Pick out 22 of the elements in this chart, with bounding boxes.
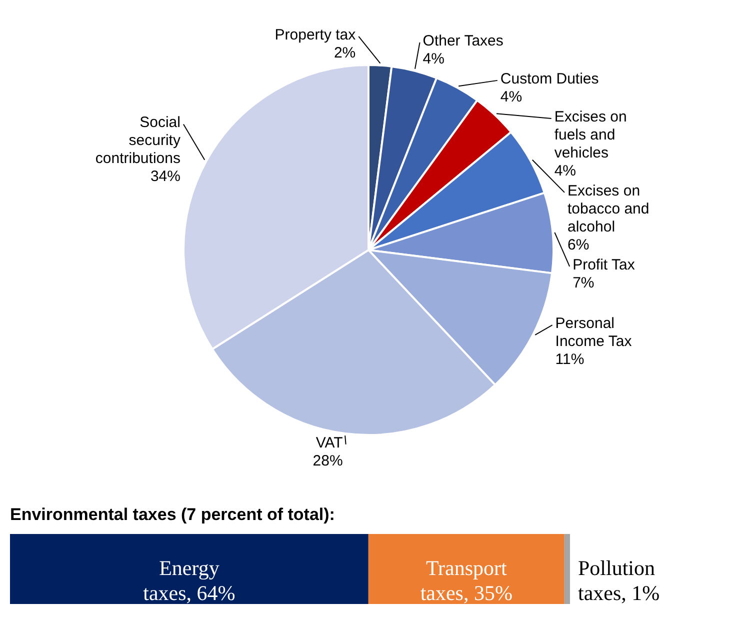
slice-label: Custom Duties xyxy=(500,70,599,88)
slice-label: Personal Income Tax xyxy=(555,315,632,350)
data-label: Pollution taxes, 1% xyxy=(578,556,660,605)
slice-label: Social security contributions xyxy=(95,114,181,168)
data-label: 6% xyxy=(568,236,590,254)
data-label: Transport taxes, 35% xyxy=(420,556,512,605)
data-label: 7% xyxy=(572,274,594,292)
data-label: Energy taxes, 64% xyxy=(143,556,236,605)
data-label: 28% xyxy=(312,452,343,470)
data-label: 34% xyxy=(150,168,180,186)
data-label: 4% xyxy=(554,162,576,180)
slice-label: Excises on tobacco and alcohol xyxy=(568,182,650,236)
slice-label: Profit Tax xyxy=(572,256,636,274)
slice-label: VAT xyxy=(316,434,343,452)
slice-label: Other Taxes xyxy=(422,32,504,50)
data-label: 4% xyxy=(422,50,444,68)
data-label: 11% xyxy=(555,351,584,368)
data-label: 2% xyxy=(334,44,356,62)
slice-label: Property tax xyxy=(274,26,356,44)
chart-title: Environmental taxes (7 percent of total): xyxy=(10,505,335,524)
slice-label: Excises on fuels and vehicles xyxy=(554,108,627,162)
data-label: 4% xyxy=(500,88,522,106)
